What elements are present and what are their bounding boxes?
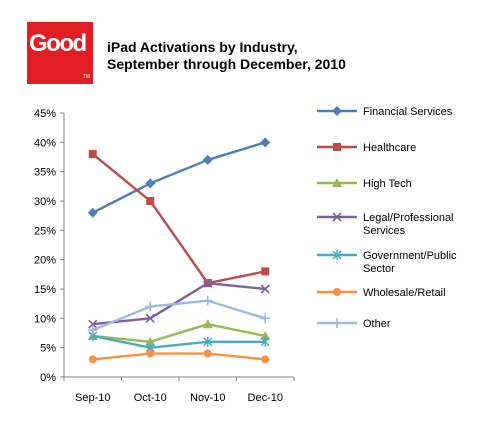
y-tick-label: 25%: [34, 225, 56, 237]
legend-swatch-marker: [333, 288, 341, 296]
legend-label: Legal/Professional: [363, 212, 454, 224]
data-point: [145, 178, 156, 189]
legend-label: Financial Services: [363, 106, 453, 118]
data-point: [203, 349, 212, 358]
data-point: [260, 313, 271, 324]
legend-entry-high-tech: High Tech: [317, 178, 412, 190]
legend-swatch-marker: [332, 318, 342, 328]
data-point: [261, 355, 270, 364]
legend-entry-healthcare: Healthcare: [317, 142, 416, 154]
marker-stroke: [145, 313, 155, 323]
logo-text: Good: [29, 30, 87, 57]
data-point: [202, 154, 213, 165]
legend-entry-wholesale-retail: Wholesale/Retail: [317, 287, 446, 299]
legend-swatch-marker: [333, 143, 341, 151]
legend-swatch-marker: [332, 212, 342, 222]
series-legal-professional-services: [88, 278, 270, 329]
legend-swatch-marker: [332, 106, 342, 116]
data-point: [146, 197, 155, 205]
x-tick-label: Sep-10: [75, 392, 110, 404]
legend-entry-financial-services: Financial Services: [317, 106, 453, 118]
chart-legend: Financial Services Healthcare High Tech Leg…: [317, 106, 457, 330]
series-line: [91, 153, 266, 285]
legend-label: Other: [363, 318, 391, 330]
chart-title-line-2: September through December, 2010: [107, 56, 346, 72]
x-tick-label: Dec-10: [248, 392, 283, 404]
chart-title: iPad Activations by Industry, September …: [107, 39, 346, 73]
marker-stroke: [260, 284, 270, 294]
chart-series: [87, 137, 271, 364]
data-point: [260, 284, 270, 294]
series-line: [92, 141, 266, 214]
series-line: [92, 299, 266, 332]
marker-stroke: [88, 319, 98, 329]
y-tick-label: 10%: [34, 313, 56, 325]
y-tick-label: 40%: [34, 137, 56, 149]
data-point: [260, 330, 271, 340]
y-tick-label: 45%: [34, 108, 56, 120]
data-point: [202, 319, 213, 329]
data-point: [145, 313, 155, 323]
series-financial-services: [87, 137, 271, 218]
data-point: [203, 336, 213, 347]
legend-label: Services: [363, 225, 406, 237]
legend-label: Wholesale/Retail: [363, 287, 446, 299]
chart-axes: 0% 5% 10% 15% 20% 25% 30% 35% 40% 45% Sep-10 Oct-10…: [34, 108, 295, 404]
data-point: [145, 336, 156, 346]
good-logo: Good TM: [27, 22, 93, 84]
data-point: [88, 319, 98, 329]
legend-swatch-marker: [332, 178, 342, 187]
series-line: [92, 323, 266, 343]
x-tick-label: Oct-10: [134, 392, 167, 404]
series-other: [87, 295, 271, 336]
series-government-public-sector: [88, 330, 270, 353]
data-point: [145, 301, 156, 312]
marker-stroke: [332, 212, 342, 222]
legend-label: Sector: [363, 263, 395, 275]
y-tick-label: 5%: [40, 343, 56, 355]
data-point: [87, 207, 98, 218]
series-line: [92, 334, 266, 349]
data-point: [203, 278, 213, 288]
series-wholesale-retail: [88, 349, 270, 364]
data-point: [202, 295, 213, 306]
logo-trademark: TM: [82, 74, 90, 80]
marker-stroke: [203, 278, 213, 288]
legend-label: Government/Public: [363, 250, 457, 262]
series-line: [92, 281, 266, 326]
legend-swatch-marker: [332, 250, 342, 260]
data-point: [88, 355, 97, 364]
data-point: [260, 336, 270, 347]
legend-label: Healthcare: [363, 142, 416, 154]
data-point: [260, 137, 271, 148]
x-tick-label: Nov-10: [190, 392, 225, 404]
data-point: [88, 150, 97, 159]
y-tick-label: 20%: [34, 255, 56, 267]
legend-entry-other: Other: [317, 318, 391, 330]
y-tick-label: 0%: [40, 372, 56, 384]
legend-label: High Tech: [363, 178, 412, 190]
data-point: [261, 267, 270, 276]
chart-title-line-1: iPad Activations by Industry,: [107, 39, 298, 55]
data-point: [87, 325, 98, 336]
y-tick-label: 35%: [34, 167, 56, 179]
y-tick-label: 15%: [34, 284, 56, 296]
y-tick-label: 30%: [34, 196, 56, 208]
series-line: [92, 352, 266, 361]
data-point: [146, 349, 155, 358]
